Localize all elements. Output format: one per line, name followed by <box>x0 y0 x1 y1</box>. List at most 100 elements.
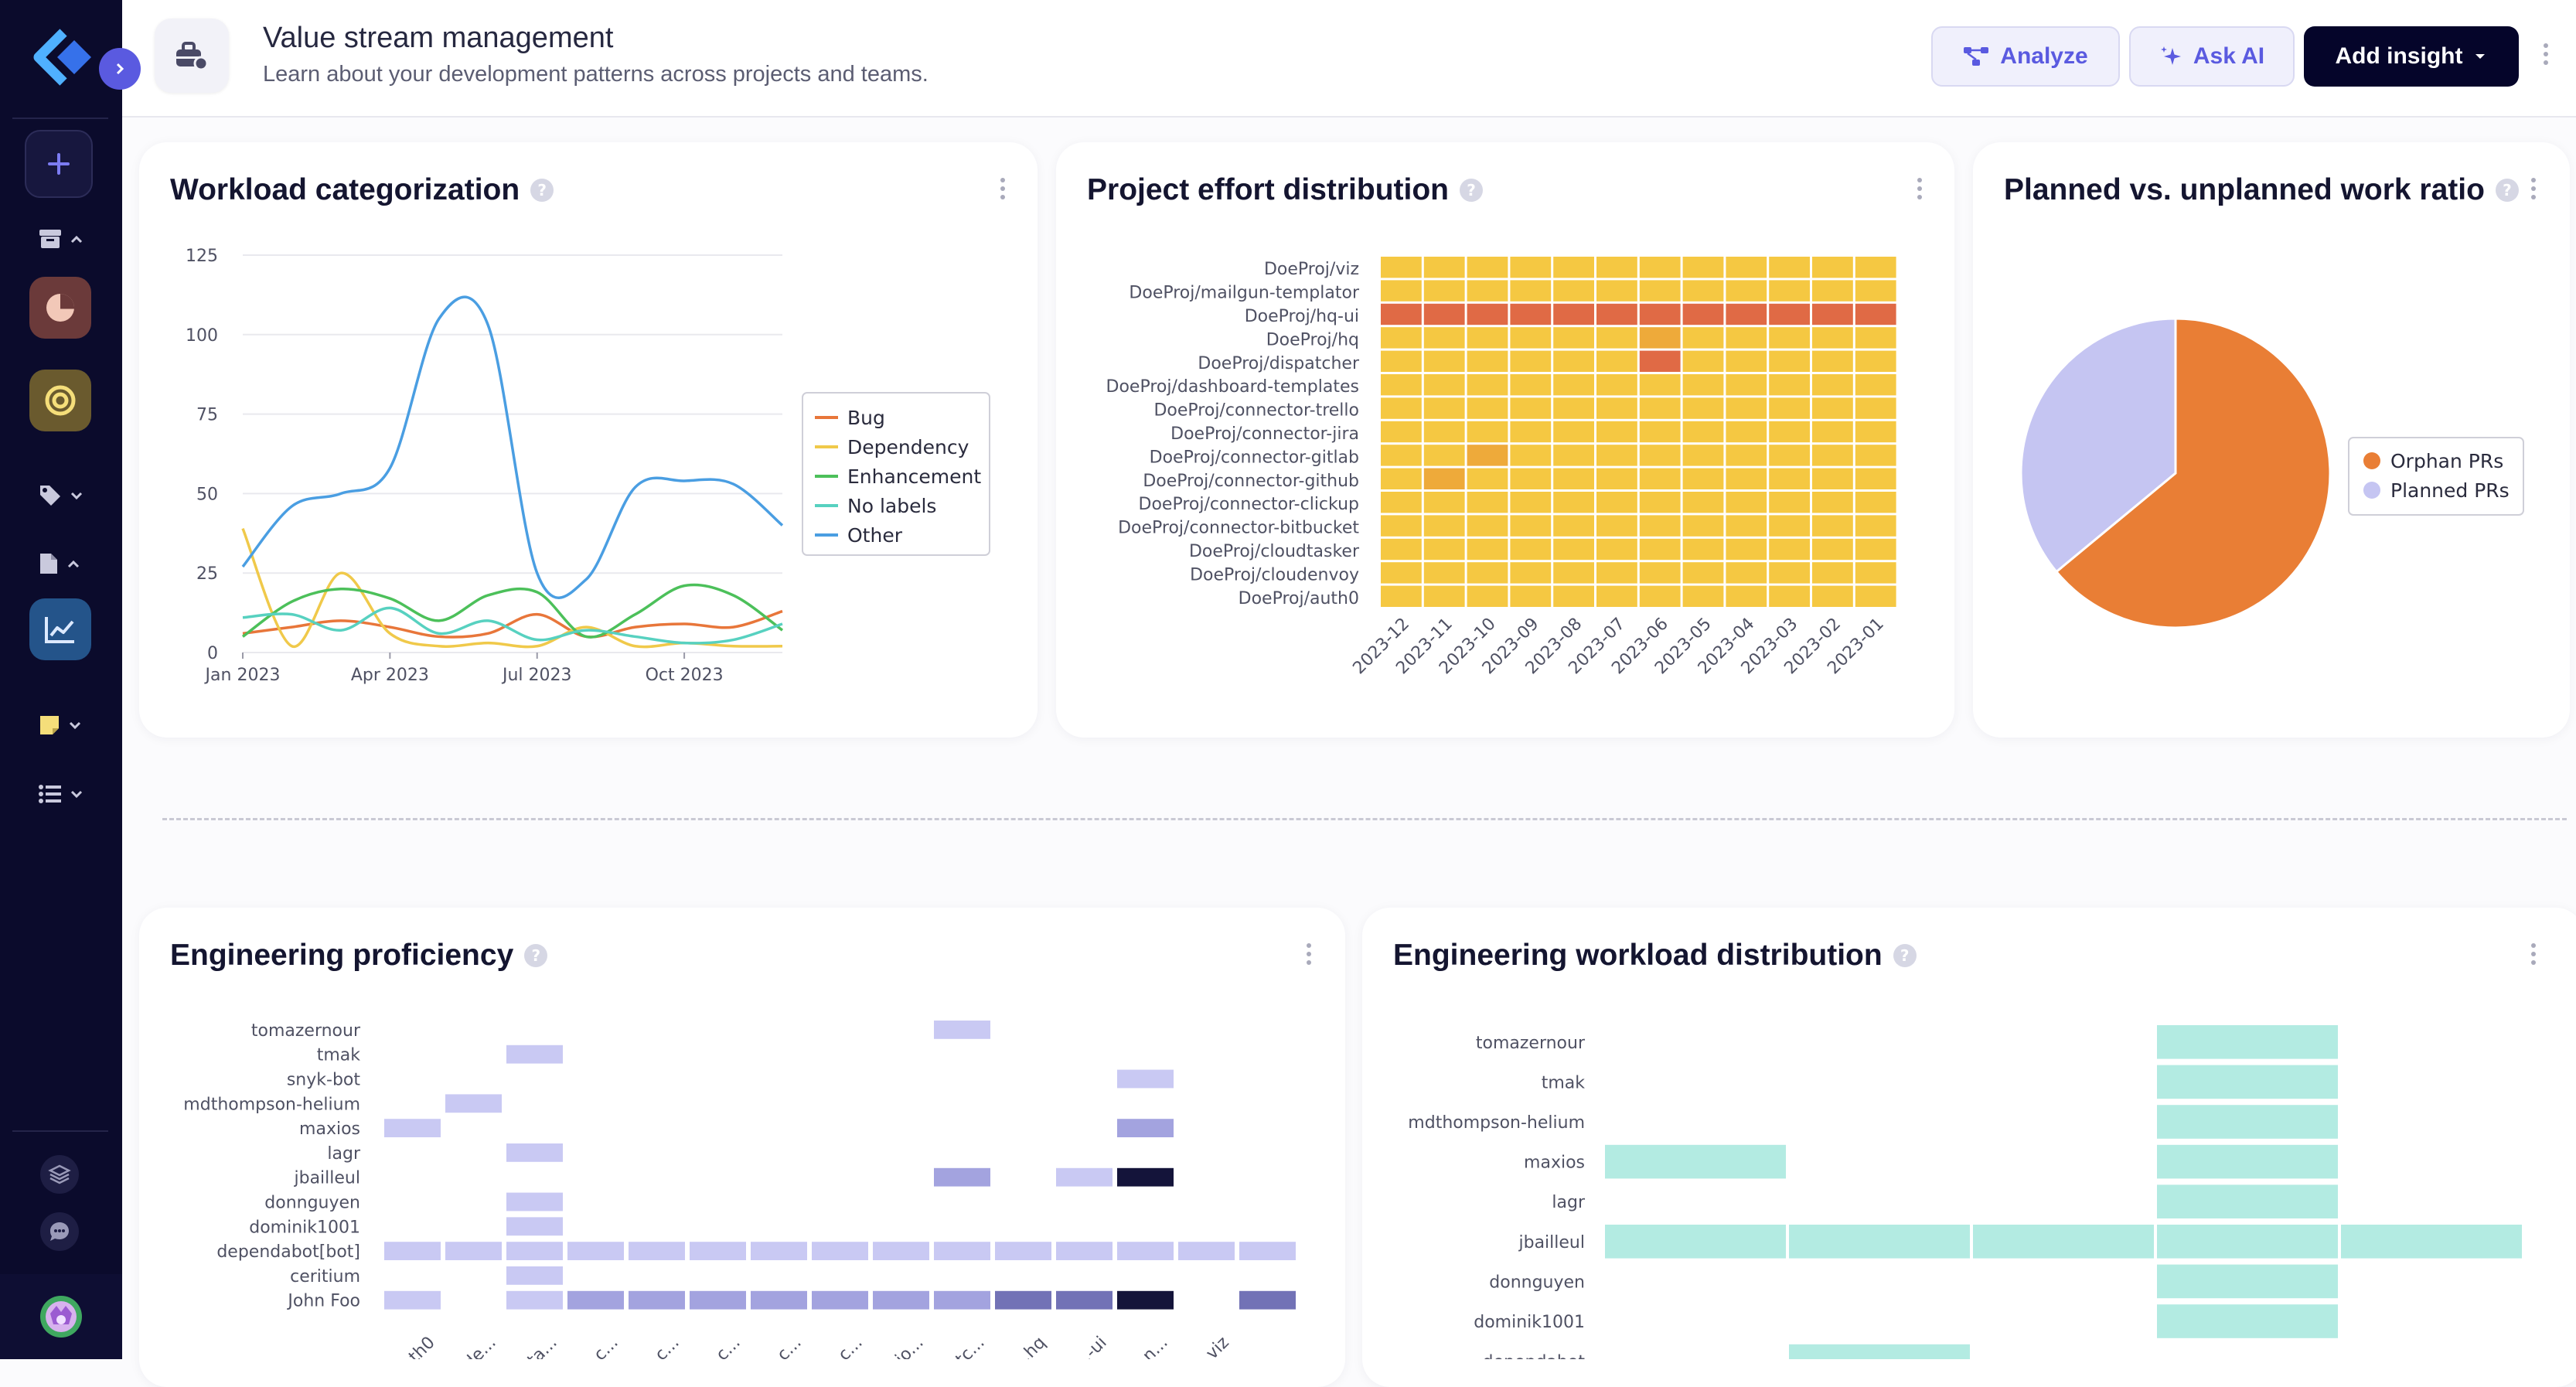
heatmap-cell <box>1510 257 1552 278</box>
heatmap-cell <box>1553 280 1594 302</box>
heatmap-cell <box>2157 1065 2338 1099</box>
layers-button[interactable] <box>40 1155 79 1194</box>
help-icon[interactable]: ? <box>524 944 548 967</box>
heatmap-cell <box>1117 1167 1174 1187</box>
sidebar-group-archive[interactable] <box>39 229 83 249</box>
heatmap-cell <box>1381 397 1422 419</box>
heatmap-cell <box>1639 397 1681 419</box>
legend-label: Planned PRs <box>2390 479 2510 502</box>
sidebar-item-pie[interactable] <box>29 277 91 339</box>
heatmap-cell <box>1639 303 1681 325</box>
heatmap-cell <box>1812 562 1853 584</box>
heatmap-cell <box>1855 421 1896 443</box>
heatmap-cell <box>1855 562 1896 584</box>
card-menu-icon[interactable] <box>2530 178 2537 199</box>
toolbox-icon <box>176 42 209 71</box>
heatmap-cell <box>934 1021 990 1039</box>
heatmap-cell <box>1812 515 1853 537</box>
ask-ai-button[interactable]: Ask AI <box>2129 26 2295 87</box>
heatmap-cell <box>1467 303 1508 325</box>
workload-line-chart: 0 25 50 75 100 125 Jan 2023 Apr 2023 Jul 2023 Oct… <box>186 247 990 685</box>
add-insight-button[interactable]: Add insight <box>2304 26 2519 87</box>
sidebar-group-documents[interactable] <box>39 552 80 575</box>
sidebar-group-notes[interactable] <box>39 714 82 736</box>
heatmap-cell <box>1855 492 1896 513</box>
heatmap-cell <box>1726 350 1767 372</box>
heatmap-cell <box>1423 257 1465 278</box>
heatmap-cell <box>1423 350 1465 372</box>
heatmap-cell <box>1117 1242 1174 1260</box>
heatmap-cell <box>1510 445 1552 466</box>
heatmap-cell <box>2157 1105 2338 1139</box>
heatmap-cell <box>1381 327 1422 349</box>
proficiency-title-row: Engineering proficiency ? <box>170 939 548 973</box>
heatmap-cell <box>1510 280 1552 302</box>
heatmap-cell <box>1726 515 1767 537</box>
card-title: Engineering workload distribution <box>1393 939 1883 972</box>
series-line-enhancement <box>241 583 784 639</box>
heatmap-cell <box>1239 1242 1296 1260</box>
card-menu-icon[interactable] <box>1916 178 1923 199</box>
heatmap-cell <box>1769 445 1810 466</box>
help-icon[interactable]: ? <box>1893 944 1917 967</box>
heatmap-cell <box>1726 538 1767 561</box>
heatmap-cell <box>1467 445 1508 466</box>
heatmap-cell <box>1467 327 1508 349</box>
card-menu-icon[interactable] <box>999 178 1007 199</box>
heatmap-cell <box>506 1242 563 1260</box>
heatmap-cell <box>1423 538 1465 561</box>
row-label: DoeProj/mailgun-templator <box>1129 284 1360 303</box>
column-label: ...c... <box>762 1333 806 1359</box>
heatmap-cell <box>1510 515 1552 537</box>
heatmap-cell <box>1639 445 1681 466</box>
sidebar-group-lists[interactable] <box>39 784 83 804</box>
heatmap-cell <box>1553 492 1594 513</box>
heatmap-cell <box>1423 327 1465 349</box>
chevron-right-icon <box>116 63 124 75</box>
card-menu-icon[interactable] <box>2530 943 2537 965</box>
chat-button[interactable] <box>40 1212 79 1251</box>
heatmap-cell <box>1381 257 1422 278</box>
logo-icon[interactable] <box>28 28 93 87</box>
row-label: DoeProj/connector-bitbucket <box>1118 519 1359 538</box>
card-menu-icon[interactable] <box>1305 943 1313 965</box>
heatmap-cell <box>445 1094 502 1113</box>
heatmap-cell <box>1381 374 1422 396</box>
workload-dist-title-row: Engineering workload distribution ? <box>1393 939 1917 973</box>
heatmap-cell <box>1639 562 1681 584</box>
heatmap-cell <box>1855 303 1896 325</box>
avatar[interactable] <box>0 1274 122 1359</box>
row-label: tomazernour <box>251 1021 361 1041</box>
help-icon[interactable]: ? <box>530 179 554 202</box>
row-label: dependabot[bot] <box>216 1242 360 1262</box>
heatmap-cell <box>1423 280 1465 302</box>
analyze-button[interactable]: Analyze <box>1931 26 2120 87</box>
chevron-down-icon <box>70 790 83 799</box>
help-icon[interactable]: ? <box>2495 179 2519 202</box>
x-tick-label: Jul 2023 <box>501 666 572 685</box>
sidebar-item-target[interactable] <box>29 370 91 431</box>
row-label: John Foo <box>286 1292 360 1311</box>
chevron-up-icon <box>70 235 83 244</box>
header-more-icon[interactable] <box>2542 43 2550 65</box>
row-label: maxios <box>1524 1154 1585 1173</box>
heatmap-cell <box>1423 562 1465 584</box>
heatmap-cell <box>445 1242 502 1260</box>
heatmap-cell <box>1553 421 1594 443</box>
heatmap-cell <box>1467 585 1508 607</box>
heatmap-cell <box>1553 515 1594 537</box>
heatmap-cell <box>1467 562 1508 584</box>
sidebar-item-analytics[interactable] <box>29 598 91 660</box>
help-icon[interactable]: ? <box>1460 179 1483 202</box>
column-label: ...-ui <box>1070 1333 1110 1359</box>
effort-card: Project effort distribution ? DoeProj/vi… <box>1056 142 1954 738</box>
heatmap-cell <box>1855 374 1896 396</box>
heatmap-cell <box>2157 1184 2338 1218</box>
heatmap-cell <box>1812 538 1853 561</box>
sidebar-group-tags[interactable] <box>39 484 83 507</box>
new-button[interactable] <box>25 130 93 198</box>
expand-sidebar-button[interactable] <box>99 48 141 90</box>
heatmap-cell <box>1682 327 1724 349</box>
target-icon <box>45 385 76 416</box>
heatmap-cell <box>1605 1225 1786 1259</box>
